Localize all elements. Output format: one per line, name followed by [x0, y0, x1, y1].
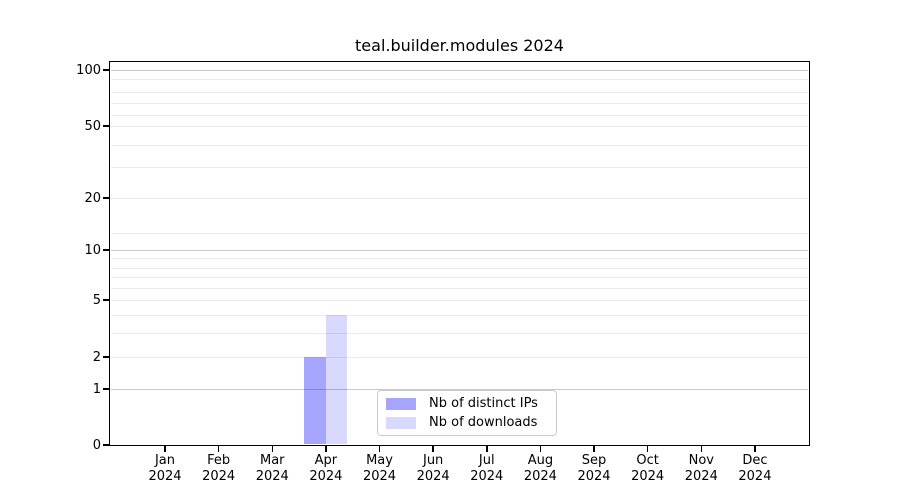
y-gridline-minor: [111, 276, 808, 278]
x-tick-label: Oct 2024: [631, 453, 665, 484]
x-tick-label: Dec 2024: [738, 453, 772, 484]
y-gridline-minor: [111, 267, 808, 269]
y-tick: [103, 125, 109, 127]
x-tick: [593, 446, 595, 452]
y-tick: [103, 444, 109, 446]
y-gridline-minor: [111, 232, 808, 234]
bar-distinct-ips: [304, 357, 326, 444]
y-gridline-minor: [111, 114, 808, 116]
y-gridline-major: [111, 69, 808, 71]
legend-swatch-distinct-ips-icon: [386, 397, 416, 410]
y-tick: [103, 356, 109, 358]
y-tick: [103, 249, 109, 251]
y-tick-label: 5: [92, 292, 101, 308]
x-tick-label: Apr 2024: [309, 453, 343, 484]
y-tick-label: 10: [84, 242, 101, 258]
y-tick-label: 100: [76, 62, 101, 78]
x-tick-label: Mar 2024: [255, 453, 289, 484]
legend-label-downloads: Nb of downloads: [429, 415, 538, 430]
y-gridline-minor: [111, 314, 808, 316]
y-gridline-major: [111, 249, 808, 251]
x-tick-label: Jun 2024: [416, 453, 450, 484]
y-gridline-minor: [111, 287, 808, 289]
y-gridline-minor: [111, 332, 808, 334]
legend-swatch-downloads-icon: [386, 416, 416, 429]
y-gridline-minor: [111, 78, 808, 80]
x-tick: [646, 446, 649, 452]
y-gridline-minor: [111, 197, 808, 199]
legend-label-distinct-ips: Nb of distinct IPs: [429, 396, 538, 411]
bar-downloads: [325, 315, 348, 444]
x-tick-label: Jan 2024: [148, 453, 182, 484]
y-tick-label: 2: [92, 349, 101, 365]
y-tick: [103, 197, 109, 199]
y-gridline-minor: [111, 102, 808, 104]
y-tick: [103, 69, 109, 71]
y-tick-label: 20: [84, 190, 101, 206]
x-tick: [486, 446, 488, 452]
x-tick: [754, 446, 756, 452]
y-tick: [103, 299, 109, 301]
y-tick-label: 1: [92, 381, 101, 397]
y-gridline-major: [111, 388, 808, 390]
legend-item-downloads: Nb of downloads: [386, 415, 548, 430]
x-tick-label: Nov 2024: [684, 453, 718, 484]
y-gridline-minor: [111, 257, 808, 259]
x-tick: [378, 446, 381, 452]
y-gridline-minor: [111, 166, 808, 168]
x-tick: [217, 446, 220, 452]
x-tick-label: Aug 2024: [523, 453, 557, 484]
x-tick-label: Sep 2024: [577, 453, 611, 484]
x-tick: [325, 446, 327, 452]
y-gridline-minor: [111, 144, 808, 146]
x-tick: [432, 446, 434, 452]
y-gridline-minor: [111, 91, 808, 93]
x-tick-label: Feb 2024: [202, 453, 236, 484]
x-tick: [271, 446, 273, 452]
y-tick-label: 50: [84, 118, 101, 134]
chart-title: teal.builder.modules 2024: [355, 36, 564, 55]
x-tick: [700, 446, 703, 452]
y-tick-label: 0: [92, 437, 101, 453]
legend: Nb of distinct IPs Nb of downloads: [377, 390, 557, 436]
x-tick-label: Jul 2024: [470, 453, 504, 484]
x-tick: [539, 446, 542, 452]
legend-item-distinct-ips: Nb of distinct IPs: [386, 396, 548, 411]
x-tick-label: May 2024: [362, 453, 397, 484]
y-gridline-minor: [111, 299, 808, 301]
y-gridline-minor: [111, 125, 808, 127]
y-tick: [103, 388, 109, 390]
x-tick: [164, 446, 166, 452]
y-gridline-minor: [111, 356, 808, 358]
